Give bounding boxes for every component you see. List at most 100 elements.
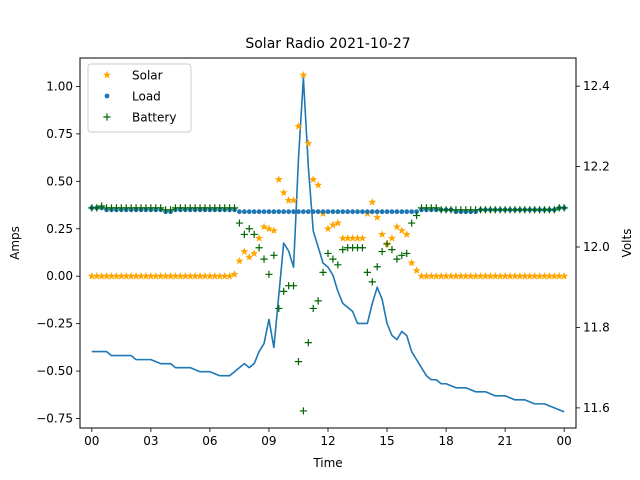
load-point [389, 209, 395, 215]
solar-point [510, 272, 519, 280]
battery-point [235, 219, 244, 227]
load-point [404, 209, 410, 215]
plot-area [87, 70, 569, 415]
solar-point [451, 272, 460, 280]
solar-point [102, 272, 111, 280]
legend: Solar Load Battery [87, 63, 192, 133]
series-volts [91, 77, 565, 413]
solar-point [146, 272, 155, 280]
legend-marker-solar [103, 70, 111, 79]
solar-point [137, 272, 146, 280]
battery-point [157, 204, 165, 212]
battery-point [260, 255, 268, 263]
load-point [296, 209, 301, 215]
solar-point [210, 272, 219, 280]
battery-point [250, 230, 258, 239]
solar-point [373, 213, 382, 221]
battery-point [265, 270, 273, 278]
solar-point [466, 272, 475, 280]
solar-point [348, 234, 357, 242]
x-tick-label: 03 [143, 434, 158, 448]
solar-point [535, 272, 544, 280]
battery-point [432, 204, 440, 212]
solar-point [117, 272, 126, 280]
y-tick-label: −0.50 [36, 364, 73, 378]
legend-marker-battery [103, 113, 111, 121]
solar-point [161, 272, 170, 280]
x-tick-label: 09 [261, 434, 276, 448]
solar-point [196, 272, 205, 280]
solar-point [368, 198, 377, 206]
solar-point [309, 175, 318, 183]
solar-point [294, 122, 303, 130]
solar-point [387, 234, 396, 242]
solar-point [402, 230, 411, 238]
load-point [379, 209, 385, 215]
battery-point [294, 357, 303, 366]
battery-point [324, 249, 332, 258]
battery-point [363, 268, 371, 277]
load-point [414, 209, 419, 215]
battery-point [319, 268, 327, 277]
solar-point [545, 272, 554, 280]
load-point [394, 209, 400, 215]
battery-point [388, 246, 396, 254]
solar-point [304, 139, 313, 147]
solar-point [412, 266, 421, 274]
legend-frame [87, 63, 192, 133]
load-point [310, 209, 316, 215]
solar-point [269, 226, 278, 235]
solar-point [205, 272, 214, 280]
battery-point [383, 240, 391, 248]
solar-point [515, 272, 524, 280]
solar-point [191, 272, 200, 280]
load-point [291, 209, 296, 215]
battery-point [93, 204, 101, 212]
solar-point [156, 272, 165, 280]
battery-point [304, 339, 312, 347]
battery-point [166, 206, 175, 214]
solar-point [481, 272, 490, 280]
solar-point [171, 272, 180, 280]
solar-point [555, 272, 564, 280]
solar-point [299, 70, 308, 79]
solar-point [486, 272, 495, 280]
solar-point [107, 272, 116, 280]
solar-point [353, 234, 362, 242]
y-tick-label: 0.25 [46, 222, 73, 236]
solar-point [92, 272, 101, 280]
load-point [409, 209, 415, 215]
battery-point [299, 407, 307, 415]
battery-point [230, 204, 239, 212]
load-point [320, 209, 326, 215]
chart-title: Solar Radio 2021-10-27 [245, 36, 410, 52]
battery-point [270, 251, 278, 259]
solar-point [417, 272, 426, 280]
solar-point [141, 272, 150, 280]
y-tick-label: 1.00 [46, 79, 73, 93]
solar-point [338, 234, 347, 242]
y2-axis-label: Volts [620, 229, 634, 258]
solar-point [461, 272, 470, 280]
solar-point [260, 222, 269, 231]
battery-point [339, 246, 347, 254]
solar-point [447, 272, 456, 280]
solar-point [550, 272, 559, 280]
x-axis: 00 03 06 09 12 15 18 21 00 [84, 428, 572, 448]
load-point [251, 209, 257, 215]
solar-point [186, 272, 195, 280]
battery-point [368, 278, 376, 286]
load-point [340, 209, 346, 215]
battery-point [358, 244, 367, 252]
series-battery [88, 202, 568, 415]
solar-point [97, 272, 106, 280]
solar-point [333, 218, 342, 227]
battery-point [378, 247, 386, 256]
solar-point [378, 230, 387, 238]
battery-point [329, 255, 337, 263]
battery-point [309, 304, 317, 313]
solar-point [456, 272, 465, 280]
solar-point [520, 272, 529, 280]
solar-point [264, 224, 273, 233]
